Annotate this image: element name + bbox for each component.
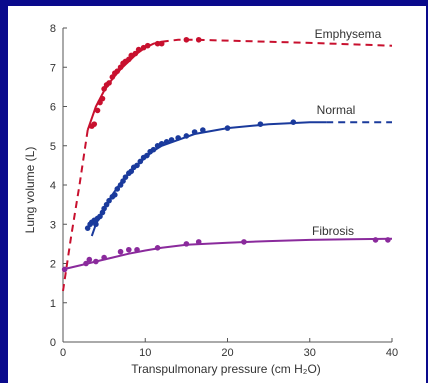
fibrosis-data-point [241, 239, 247, 245]
fibrosis-data-point [126, 246, 132, 253]
y-tick-label: 6 [50, 102, 56, 114]
x-tick-label: 10 [139, 347, 151, 359]
emphysema-dashed-curve [62, 129, 89, 292]
y-tick-label: 5 [50, 141, 56, 153]
normal-data-point [137, 158, 144, 165]
emphysema-data-point [114, 68, 121, 74]
y-tick-label: 1 [50, 298, 56, 310]
normal-data-point [158, 140, 165, 147]
fibrosis-data-point [183, 241, 190, 247]
normal-data-point [93, 221, 99, 228]
fibrosis-data-point [61, 266, 68, 273]
fibrosis-data-point [195, 239, 202, 245]
fibrosis-data-point [372, 237, 379, 243]
fibrosis-label: Fibrosis [312, 224, 354, 238]
normal-data-point [224, 125, 231, 131]
normal-data-point [106, 197, 112, 204]
normal-data-point [257, 121, 264, 127]
normal-data-point [134, 162, 140, 169]
normal-data-point [168, 137, 175, 143]
y-tick-label: 2 [50, 259, 56, 271]
x-tick-label: 20 [221, 347, 233, 359]
normal-data-point [290, 119, 297, 125]
fibrosis-data-point [101, 254, 107, 261]
fibrosis-data-point [83, 260, 89, 267]
normal-data-point [200, 127, 206, 133]
normal-label: Normal [317, 103, 356, 117]
fibrosis-data-point [93, 258, 99, 265]
y-tick-label: 4 [50, 180, 56, 192]
emphysema-data-point [99, 95, 106, 102]
tick-labels: 0 10 20 30 40 0 1 2 3 4 5 6 7 8 [50, 23, 398, 359]
normal-data-point [150, 146, 157, 153]
normal-data-point [183, 133, 190, 139]
emphysema-data-point [135, 46, 142, 53]
y-tick-label: 0 [50, 337, 56, 349]
fibrosis-data-point [86, 256, 93, 263]
normal-data-point [114, 186, 121, 192]
normal-data-point [175, 135, 181, 141]
emphysema-data-point [132, 50, 139, 57]
y-tick-label: 7 [50, 62, 56, 74]
x-tick-label: 30 [304, 347, 316, 359]
normal-data-point [191, 129, 198, 135]
emphysema-label: Emphysema [315, 27, 382, 41]
emphysema-dashed-tail [161, 38, 393, 47]
data-points [61, 36, 391, 273]
emphysema-data-point [154, 40, 161, 47]
emphysema-data-point [106, 80, 112, 86]
normal-data-point [163, 139, 170, 145]
fibrosis-data-point [134, 246, 140, 253]
fibrosis-data-point [385, 237, 391, 243]
emphysema-data-point [144, 42, 151, 49]
emphysema-data-point [183, 36, 190, 43]
fibrosis-data-point [154, 245, 161, 251]
y-axis-label: Lung volume (L) [23, 147, 37, 234]
y-tick-label: 8 [50, 23, 56, 35]
emphysema-data-point [158, 40, 165, 47]
y-tick-label: 3 [50, 219, 56, 231]
normal-data-point [122, 174, 129, 180]
fibrosis-solid-curve [62, 237, 393, 271]
emphysema-data-point [195, 36, 202, 43]
fibrosis-data-point [117, 248, 124, 255]
normal-data-point [144, 152, 150, 159]
x-axis-label: Transpulmonary pressure (cm H₂O) [131, 362, 321, 376]
emphysema-data-point [94, 107, 101, 114]
x-tick-label: 40 [386, 347, 398, 359]
normal-data-point [112, 192, 118, 198]
emphysema-solid-curve [86, 40, 162, 131]
x-tick-label: 0 [60, 347, 66, 359]
series-labels: Emphysema Normal Fibrosis [312, 27, 382, 238]
emphysema-data-point [91, 121, 98, 127]
